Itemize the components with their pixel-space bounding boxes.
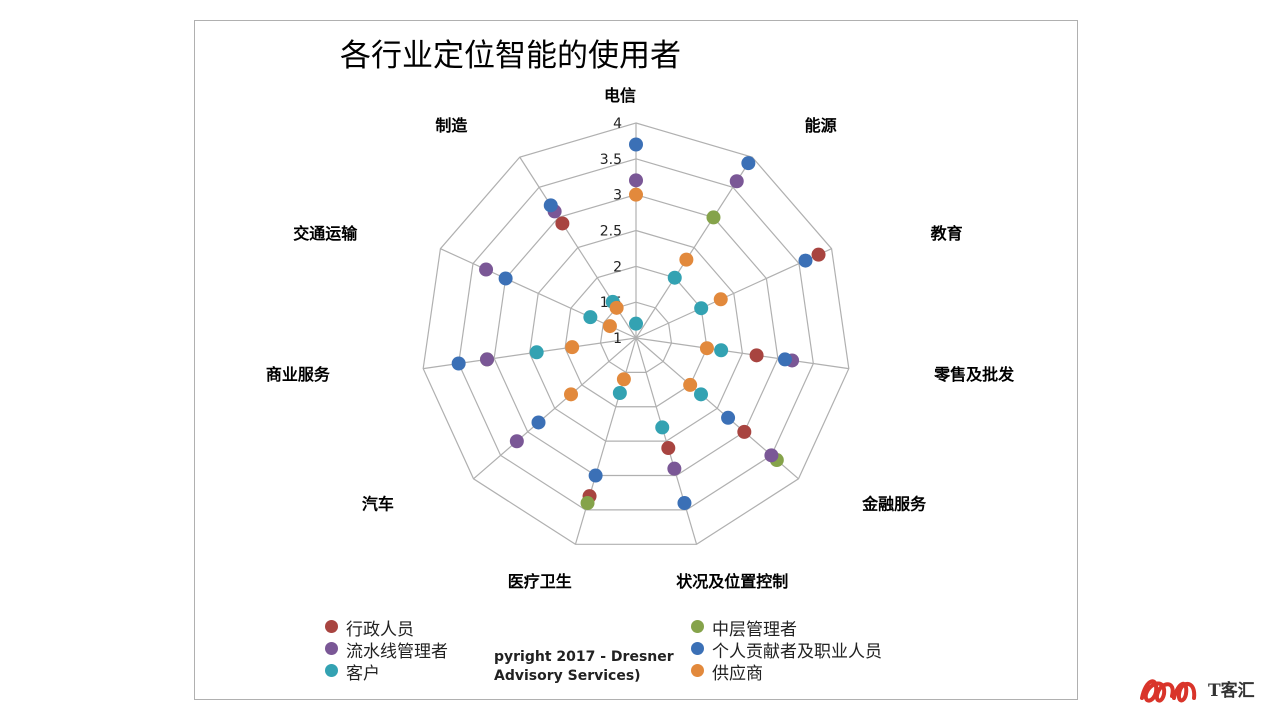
category-label: 交通运输 (293, 224, 358, 243)
data-point (602, 319, 617, 334)
grid-spoke (635, 337, 849, 370)
data-point (565, 340, 580, 355)
data-point (741, 156, 756, 171)
data-point (629, 173, 643, 188)
brand-text: T客汇 (1208, 680, 1255, 701)
category-label: 医疗卫生 (508, 572, 572, 591)
legend-swatch (691, 620, 704, 633)
category-label: 状况及位置控制 (676, 572, 788, 591)
data-point (498, 271, 513, 286)
data-point (798, 253, 813, 268)
grid-spoke (635, 337, 698, 545)
data-point (694, 301, 709, 316)
data-point (629, 316, 643, 331)
category-label: 商业服务 (266, 365, 331, 384)
data-point (693, 387, 708, 402)
data-point (543, 198, 558, 213)
legend-label: 客户 (346, 664, 380, 684)
data-point (729, 174, 744, 189)
radial-tick-label: 3.5 (600, 152, 622, 168)
legend-label: 行政人员 (346, 620, 414, 640)
legend-swatch (325, 620, 338, 633)
data-point (764, 448, 779, 463)
legend-label: 供应商 (712, 664, 763, 684)
grid-spoke (635, 248, 832, 339)
data-point (667, 270, 682, 285)
radial-tick-label: 2 (613, 259, 622, 275)
category-label: 零售及批发 (933, 365, 1015, 384)
radial-tick-label: 2.5 (600, 224, 622, 240)
data-point (609, 300, 624, 315)
data-point (737, 424, 752, 439)
data-point (699, 341, 714, 356)
grid-ring (458, 158, 814, 511)
data-point (629, 137, 643, 152)
logo-swirl-icon (1140, 679, 1175, 703)
data-point (713, 292, 728, 307)
grid-spoke (440, 248, 637, 339)
legend-swatch (325, 664, 338, 677)
chart-title: 各行业定位智能的使用者 (340, 38, 681, 74)
grid-spoke (635, 156, 753, 339)
data-point (564, 387, 579, 402)
copyright-line-1: pyright 2017 - Dresner (494, 649, 674, 665)
data-point (588, 468, 603, 483)
radial-tick-label: 4 (613, 116, 622, 132)
data-point (679, 252, 694, 267)
data-point (706, 210, 721, 225)
brand-logo: T客汇 (1140, 679, 1255, 703)
data-point (655, 420, 670, 435)
category-label: 金融服务 (861, 495, 927, 514)
category-label: 教育 (931, 224, 963, 243)
grid-ring (528, 229, 744, 442)
data-point (451, 356, 466, 371)
grid-spoke (473, 337, 637, 480)
data-point (555, 216, 570, 231)
data-point (811, 247, 826, 262)
radial-tick-label: 1 (613, 331, 622, 347)
data-point (683, 377, 698, 392)
category-label: 能源 (805, 116, 837, 135)
category-label: 汽车 (362, 495, 394, 514)
grid-ring (422, 122, 850, 545)
logo-swirl-icon (1172, 681, 1197, 703)
legend-label: 流水线管理者 (346, 642, 448, 662)
data-point (616, 372, 631, 387)
data-point (612, 386, 627, 401)
data-point (677, 496, 692, 511)
legend-swatch (691, 642, 704, 655)
data-point (480, 352, 495, 367)
data-point (714, 343, 729, 358)
data-point (509, 434, 524, 449)
radial-tick-label: 3 (613, 188, 622, 204)
legend-swatch (325, 642, 338, 655)
data-point (721, 410, 736, 425)
grid-ring (599, 301, 673, 373)
data-point (667, 461, 682, 476)
grid-ring (493, 194, 779, 477)
data-point (661, 441, 676, 456)
data-point (531, 415, 546, 430)
legend-label: 中层管理者 (712, 620, 797, 640)
data-point (479, 262, 494, 277)
data-point (580, 496, 595, 511)
data-point (529, 345, 544, 360)
category-label: 电信 (604, 86, 636, 105)
copyright-line-2: Advisory Services) (494, 668, 641, 684)
data-point (777, 352, 792, 367)
legend-swatch (691, 664, 704, 677)
data-point (583, 310, 598, 325)
category-label: 制造 (435, 116, 468, 135)
radar-grid (422, 122, 850, 545)
copyright-note: pyright 2017 - Dresner Advisory Services… (494, 648, 674, 686)
data-points (451, 137, 826, 511)
legend-label: 个人贡献者及职业人员 (712, 642, 882, 662)
grid-spoke (574, 337, 637, 545)
data-point (749, 348, 764, 363)
data-point (629, 187, 643, 202)
